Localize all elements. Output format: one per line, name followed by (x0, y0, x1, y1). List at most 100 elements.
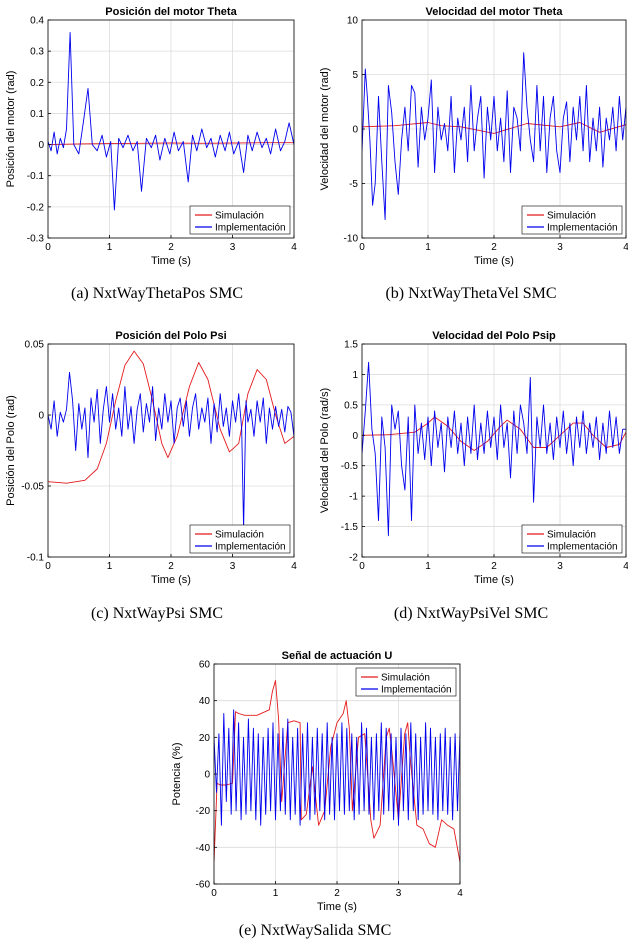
chart-d-legend-label-simulacion: Simulación (547, 530, 596, 541)
chart-e-xtick-label-4: 4 (457, 888, 463, 899)
chart-e-legend-label-simulacion: Simulación (381, 673, 430, 684)
chart-b-series-line-simulacion (362, 122, 626, 134)
chart-c-xlabel: Time (s) (151, 574, 191, 586)
chart-a-title: Posición del motor Theta (105, 6, 237, 18)
chart-d-ytick-label-2: -1 (349, 492, 358, 503)
chart-a-xtick-label-2: 2 (168, 242, 174, 253)
chart-e-xtick-label-3: 3 (396, 888, 402, 899)
chart-a-xtick-label-3: 3 (230, 242, 236, 253)
chart-d-ytick-label-3: -0.5 (341, 461, 359, 472)
chart-a-ytick-label-1: -0.2 (27, 202, 45, 213)
chart-e-xtick-label-2: 2 (334, 888, 340, 899)
chart-a-ytick-label-2: -0.1 (27, 171, 45, 182)
chart-e-ytick-label-5: 40 (199, 696, 211, 707)
chart-c-ytick-label-3: 0.05 (25, 340, 45, 351)
chart-e-title: Señal de actuación U (282, 650, 393, 662)
chart-c-legend-label-simulacion: Simulación (215, 530, 264, 541)
chart-b-xtick-label-0: 0 (359, 242, 365, 253)
chart-c-xtick-label-4: 4 (291, 561, 297, 572)
caption-e: (e) NxtWaySalida SMC (238, 922, 392, 939)
chart-c-title: Posición del Polo Psi (115, 330, 226, 342)
chart-c-series-line-implementacion (48, 371, 294, 530)
chart-e-legend-box (355, 667, 457, 697)
chart-b-legend-label-simulacion: Simulación (547, 211, 596, 222)
chart-c: 0 1 2 3 4 -0.1 -0.05 0 0.05 Posición del Polo Psi… (0, 322, 314, 597)
chart-c-xtick-label-2: 2 (168, 561, 174, 572)
chart-d-ytick-label-7: 1.5 (344, 340, 358, 351)
chart-b-ytick-label-4: 10 (347, 16, 359, 27)
chart-a-legend-box (189, 205, 291, 235)
chart-b-xtick-label-3: 3 (557, 242, 563, 253)
chart-b-svg: 0 1 2 3 4 -10 -5 0 5 10 Velocidad del motor Theta T… (319, 6, 628, 267)
chart-e-ytick-label-6: 60 (199, 660, 211, 671)
chart-b-xlabel: Time (s) (474, 255, 514, 267)
chart-c-ytick-label-1: -0.05 (21, 482, 44, 493)
chart-a-series-line-simulacion (48, 142, 294, 146)
chart-e-ytick-label-1: -40 (196, 843, 211, 854)
chart-a-xtick-label-1: 1 (107, 242, 113, 253)
chart-c-xtick-label-0: 0 (45, 561, 51, 572)
chart-b-legend-box (521, 205, 623, 235)
caption-d: (d) NxtWayPsiVel SMC (393, 605, 549, 622)
chart-e-series-line-simulacion (214, 680, 460, 863)
chart-d-ytick-label-0: -2 (349, 553, 358, 564)
chart-c-xtick-label-3: 3 (230, 561, 236, 572)
chart-e-ytick-label-0: -60 (196, 880, 211, 891)
chart-c-legend-label-implementacion: Implementación (215, 542, 286, 553)
chart-b-xtick-label-1: 1 (425, 242, 431, 253)
chart-a-xtick-label-4: 4 (291, 242, 297, 253)
chart-d-xtick-label-4: 4 (623, 561, 628, 572)
chart-b-ytick-label-2: 0 (352, 125, 358, 136)
chart-d-legend-box (521, 524, 623, 554)
chart-a-legend-label-simulacion: Simulación (215, 211, 264, 222)
chart-d-ylabel: Velocidad del Polo (rad/s) (319, 388, 331, 513)
chart-a-xlabel: Time (s) (151, 255, 191, 267)
chart-b-ytick-label-3: 5 (352, 70, 358, 81)
chart-b-series-line-implementacion (362, 52, 626, 220)
chart-b-ylabel: Velocidad del motor (rad) (319, 68, 331, 191)
chart-d-title: Velocidad del Polo Psip (432, 330, 556, 342)
chart-e-ytick-label-4: 20 (199, 733, 211, 744)
chart-d-ytick-label-6: 1 (352, 370, 358, 381)
chart-a-legend-label-implementacion: Implementación (215, 223, 286, 234)
chart-a: 0 1 2 3 4 -0.3 -0.2 -0.1 0 0.1 0.2 0.3 0.4 Posición d… (0, 0, 314, 275)
chart-a-ytick-label-4: 0.1 (30, 109, 44, 120)
chart-d-ytick-label-1: -1.5 (341, 522, 359, 533)
chart-b-xtick-label-4: 4 (623, 242, 628, 253)
chart-d-xtick-label-1: 1 (425, 561, 431, 572)
chart-e-ylabel: Potencia (%) (171, 743, 183, 806)
chart-e-ytick-label-3: 0 (204, 770, 210, 781)
chart-e-xtick-label-1: 1 (273, 888, 279, 899)
chart-a-svg: 0 1 2 3 4 -0.3 -0.2 -0.1 0 0.1 0.2 0.3 0.4 Posición d… (5, 6, 297, 267)
chart-d-series-line-simulacion (362, 416, 626, 451)
chart-a-ytick-label-3: 0 (38, 140, 44, 151)
chart-d: 0 1 2 3 4 -2 -1.5 -1 -0.5 0 0.5 1 1.5 Velocidad del P… (314, 322, 628, 597)
chart-c-legend-box (189, 524, 291, 554)
chart-c-ylabel: Posición del Polo (rad) (5, 395, 17, 506)
chart-a-ylabel: Posición del motor (rad) (5, 71, 17, 188)
chart-b-ytick-label-0: -10 (344, 234, 359, 245)
chart-b-legend-label-implementacion: Implementación (547, 223, 618, 234)
caption-b: (b) NxtWayThetaVel SMC (385, 285, 557, 302)
chart-e-xtick-label-0: 0 (211, 888, 217, 899)
chart-a-ytick-label-6: 0.3 (30, 47, 44, 58)
chart-e-xlabel: Time (s) (317, 901, 357, 913)
chart-b-ytick-label-1: -5 (349, 179, 358, 190)
chart-c-xtick-label-1: 1 (107, 561, 113, 572)
chart-a-ytick-label-0: -0.3 (27, 234, 45, 245)
chart-d-xtick-label-3: 3 (557, 561, 563, 572)
chart-a-ytick-label-5: 0.2 (30, 78, 44, 89)
chart-d-ytick-label-4: 0 (352, 431, 358, 442)
chart-e-svg: 0 1 2 3 4 -60 -40 -20 0 20 40 60 Señal de actuación … (171, 650, 463, 913)
chart-b: 0 1 2 3 4 -10 -5 0 5 10 Velocidad del motor Theta T… (314, 0, 628, 275)
chart-d-xtick-label-0: 0 (359, 561, 365, 572)
chart-b-xtick-label-2: 2 (491, 242, 497, 253)
chart-c-svg: 0 1 2 3 4 -0.1 -0.05 0 0.05 Posición del Polo Psi… (5, 330, 297, 586)
chart-d-series-line-implementacion (362, 361, 626, 537)
chart-e-legend-label-implementacion: Implementación (381, 685, 452, 696)
